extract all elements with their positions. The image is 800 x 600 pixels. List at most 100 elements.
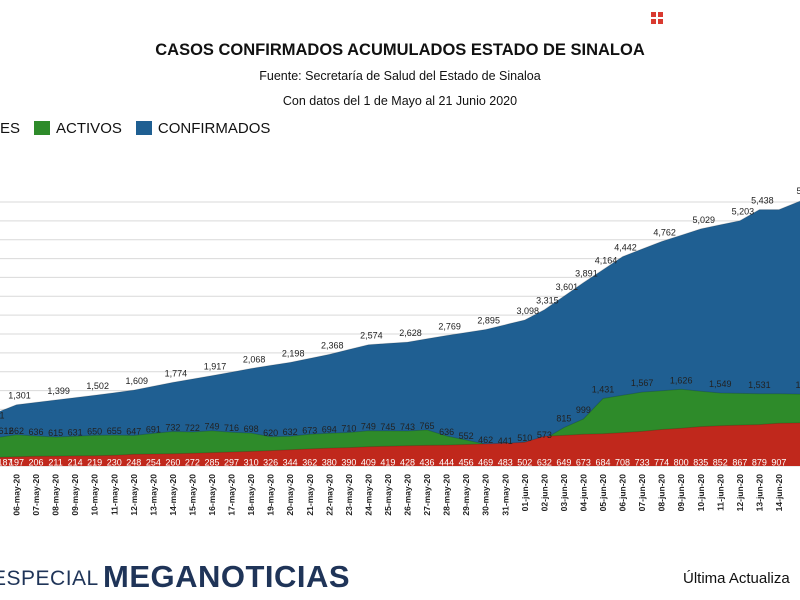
x-tick-label: 11-may-20 (109, 474, 119, 515)
x-tick-label: 10-jun-20 (696, 474, 706, 512)
x-tick-label: 10-may-20 (90, 474, 100, 516)
data-label-activos: 441 (498, 436, 513, 446)
data-label-confirmados: 3,601 (556, 282, 579, 292)
data-label-activos: 716 (224, 423, 239, 433)
data-label-es: 673 (576, 458, 591, 468)
x-tick-label: 06-may-20 (12, 474, 22, 516)
data-label-es: 632 (537, 458, 552, 468)
data-label-es: 254 (146, 458, 161, 468)
data-label-es: 197 (9, 458, 24, 468)
data-label-es: 907 (771, 458, 786, 468)
data-label-confirmados: 1,502 (86, 381, 109, 391)
data-label-activos: 615 (48, 428, 63, 438)
data-label-es: 248 (126, 458, 141, 468)
data-label-es: 326 (263, 458, 278, 468)
data-label-activos: 673 (302, 425, 317, 435)
x-tick-label: 03-jun-20 (559, 474, 569, 512)
data-label-es: 469 (478, 458, 493, 468)
area-chart: 1,301 1,399 1,502 1,609 1,774 1,917 2,068 2,198… (0, 186, 800, 516)
data-label-confirmados: 5,029 (692, 215, 715, 225)
data-label-es: 684 (595, 458, 610, 468)
data-label-activos: 631 (68, 427, 83, 437)
legend-item-confirmados: CONFIRMADOS (135, 119, 271, 137)
x-tick-label: 12-jun-20 (735, 474, 745, 512)
x-tick-label: 04-jun-20 (578, 474, 588, 512)
x-tick-label: 26-may-20 (403, 474, 413, 516)
x-tick-label: 28-may-20 (442, 474, 452, 516)
data-label-confirmados: 3,891 (575, 269, 598, 279)
area-confirmados-edge (0, 200, 800, 412)
data-label-activos: 1,626 (670, 375, 693, 385)
data-label-es: 380 (322, 458, 337, 468)
data-label-confirmados: 1,917 (204, 362, 227, 372)
data-label-activos: 1,549 (709, 379, 732, 389)
data-label-activos: 745 (380, 422, 395, 432)
data-label-confirmados: 5,438 (751, 196, 774, 206)
legend-label-es: ES (0, 119, 21, 137)
data-label-activos-partial: 612 (0, 426, 14, 436)
data-label-activos: 1,431 (592, 385, 615, 395)
data-label-confirmados: 3,098 (517, 306, 540, 316)
x-tick-label: 05-jun-20 (598, 474, 608, 512)
data-label-es: 419 (380, 458, 395, 468)
chart-source: Fuente: Secretaría de Salud del Estado d… (259, 69, 541, 83)
x-tick-label: 01-jun-20 (520, 474, 530, 512)
data-label-confirmados: 1,399 (47, 386, 70, 396)
legend-item-activos: ACTIVOS (34, 120, 122, 137)
data-label-es: 272 (185, 458, 200, 468)
x-tick-label: 13-jun-20 (754, 474, 764, 512)
data-label-confirmados: 4,442 (614, 243, 637, 253)
data-label-activos: 573 (537, 430, 552, 440)
data-label-activos: 722 (185, 423, 200, 433)
x-tick-label: 23-may-20 (344, 474, 354, 516)
data-label-confirmados-partial: 1 (0, 411, 5, 421)
data-label-activos: 510 (517, 433, 532, 443)
x-tick-label: 14-may-20 (168, 474, 178, 516)
data-label-activos: 462 (478, 435, 493, 445)
data-label-es: 649 (556, 458, 571, 468)
data-label-es: 444 (439, 458, 454, 468)
data-label-activos-partial: 1 (795, 380, 800, 390)
legend-swatch-confirmados (135, 121, 152, 135)
data-label-confirmados: 4,762 (653, 228, 676, 238)
data-label-activos: 815 (556, 414, 571, 424)
data-label-es: 456 (459, 458, 474, 468)
x-tick-label: 30-may-20 (481, 474, 491, 516)
data-label-confirmados: 2,368 (321, 340, 344, 350)
data-label-es: 230 (107, 458, 122, 468)
x-tick-label: 17-may-20 (227, 474, 237, 516)
data-label-es: 344 (283, 458, 298, 468)
data-label-activos: 743 (400, 422, 415, 432)
data-label-activos: 749 (204, 422, 219, 432)
data-label-es: 879 (752, 458, 767, 468)
legend-swatch-activos (34, 121, 51, 135)
chart-legend: ES ACTIVOS CONFIRMADOS (0, 118, 284, 138)
data-label-es: 310 (244, 458, 259, 468)
legend-label-confirmados: CONFIRMADOS (157, 119, 271, 137)
data-label-confirmados: 1,609 (126, 376, 149, 386)
data-label-confirmados: 2,769 (438, 321, 461, 331)
brand-meganoticias-logo: MEGANOTICIAS (103, 559, 351, 594)
area-es-edge (0, 422, 800, 458)
data-label-es: 206 (29, 458, 44, 468)
x-tick-label: 19-may-20 (266, 474, 276, 516)
x-tick-label: 27-may-20 (422, 474, 432, 516)
x-tick-label: 08-may-20 (51, 474, 61, 516)
x-tick-label: 24-may-20 (363, 474, 373, 516)
x-tick-label: 18-may-20 (246, 474, 256, 516)
data-label-confirmados: 2,895 (477, 316, 500, 326)
data-label-es: 219 (87, 458, 102, 468)
brand-logo-icon (651, 12, 663, 24)
data-label-activos: 698 (244, 424, 259, 434)
chart-x-ticks: 06-may-20 07-may-20 08-may-20 09-may-20 10-m… (12, 474, 784, 516)
data-label-es: 502 (517, 458, 532, 468)
x-tick-label: 07-jun-20 (637, 474, 647, 512)
data-label-confirmados: 3,315 (536, 296, 559, 306)
data-label-confirmados-partial: 5 (796, 186, 800, 196)
data-label-activos: 552 (459, 431, 474, 441)
x-tick-label: 12-may-20 (129, 474, 139, 516)
data-label-es: 835 (693, 458, 708, 468)
data-label-confirmados: 2,628 (399, 328, 422, 338)
area-es (0, 422, 800, 466)
x-tick-label: 13-may-20 (148, 474, 158, 516)
